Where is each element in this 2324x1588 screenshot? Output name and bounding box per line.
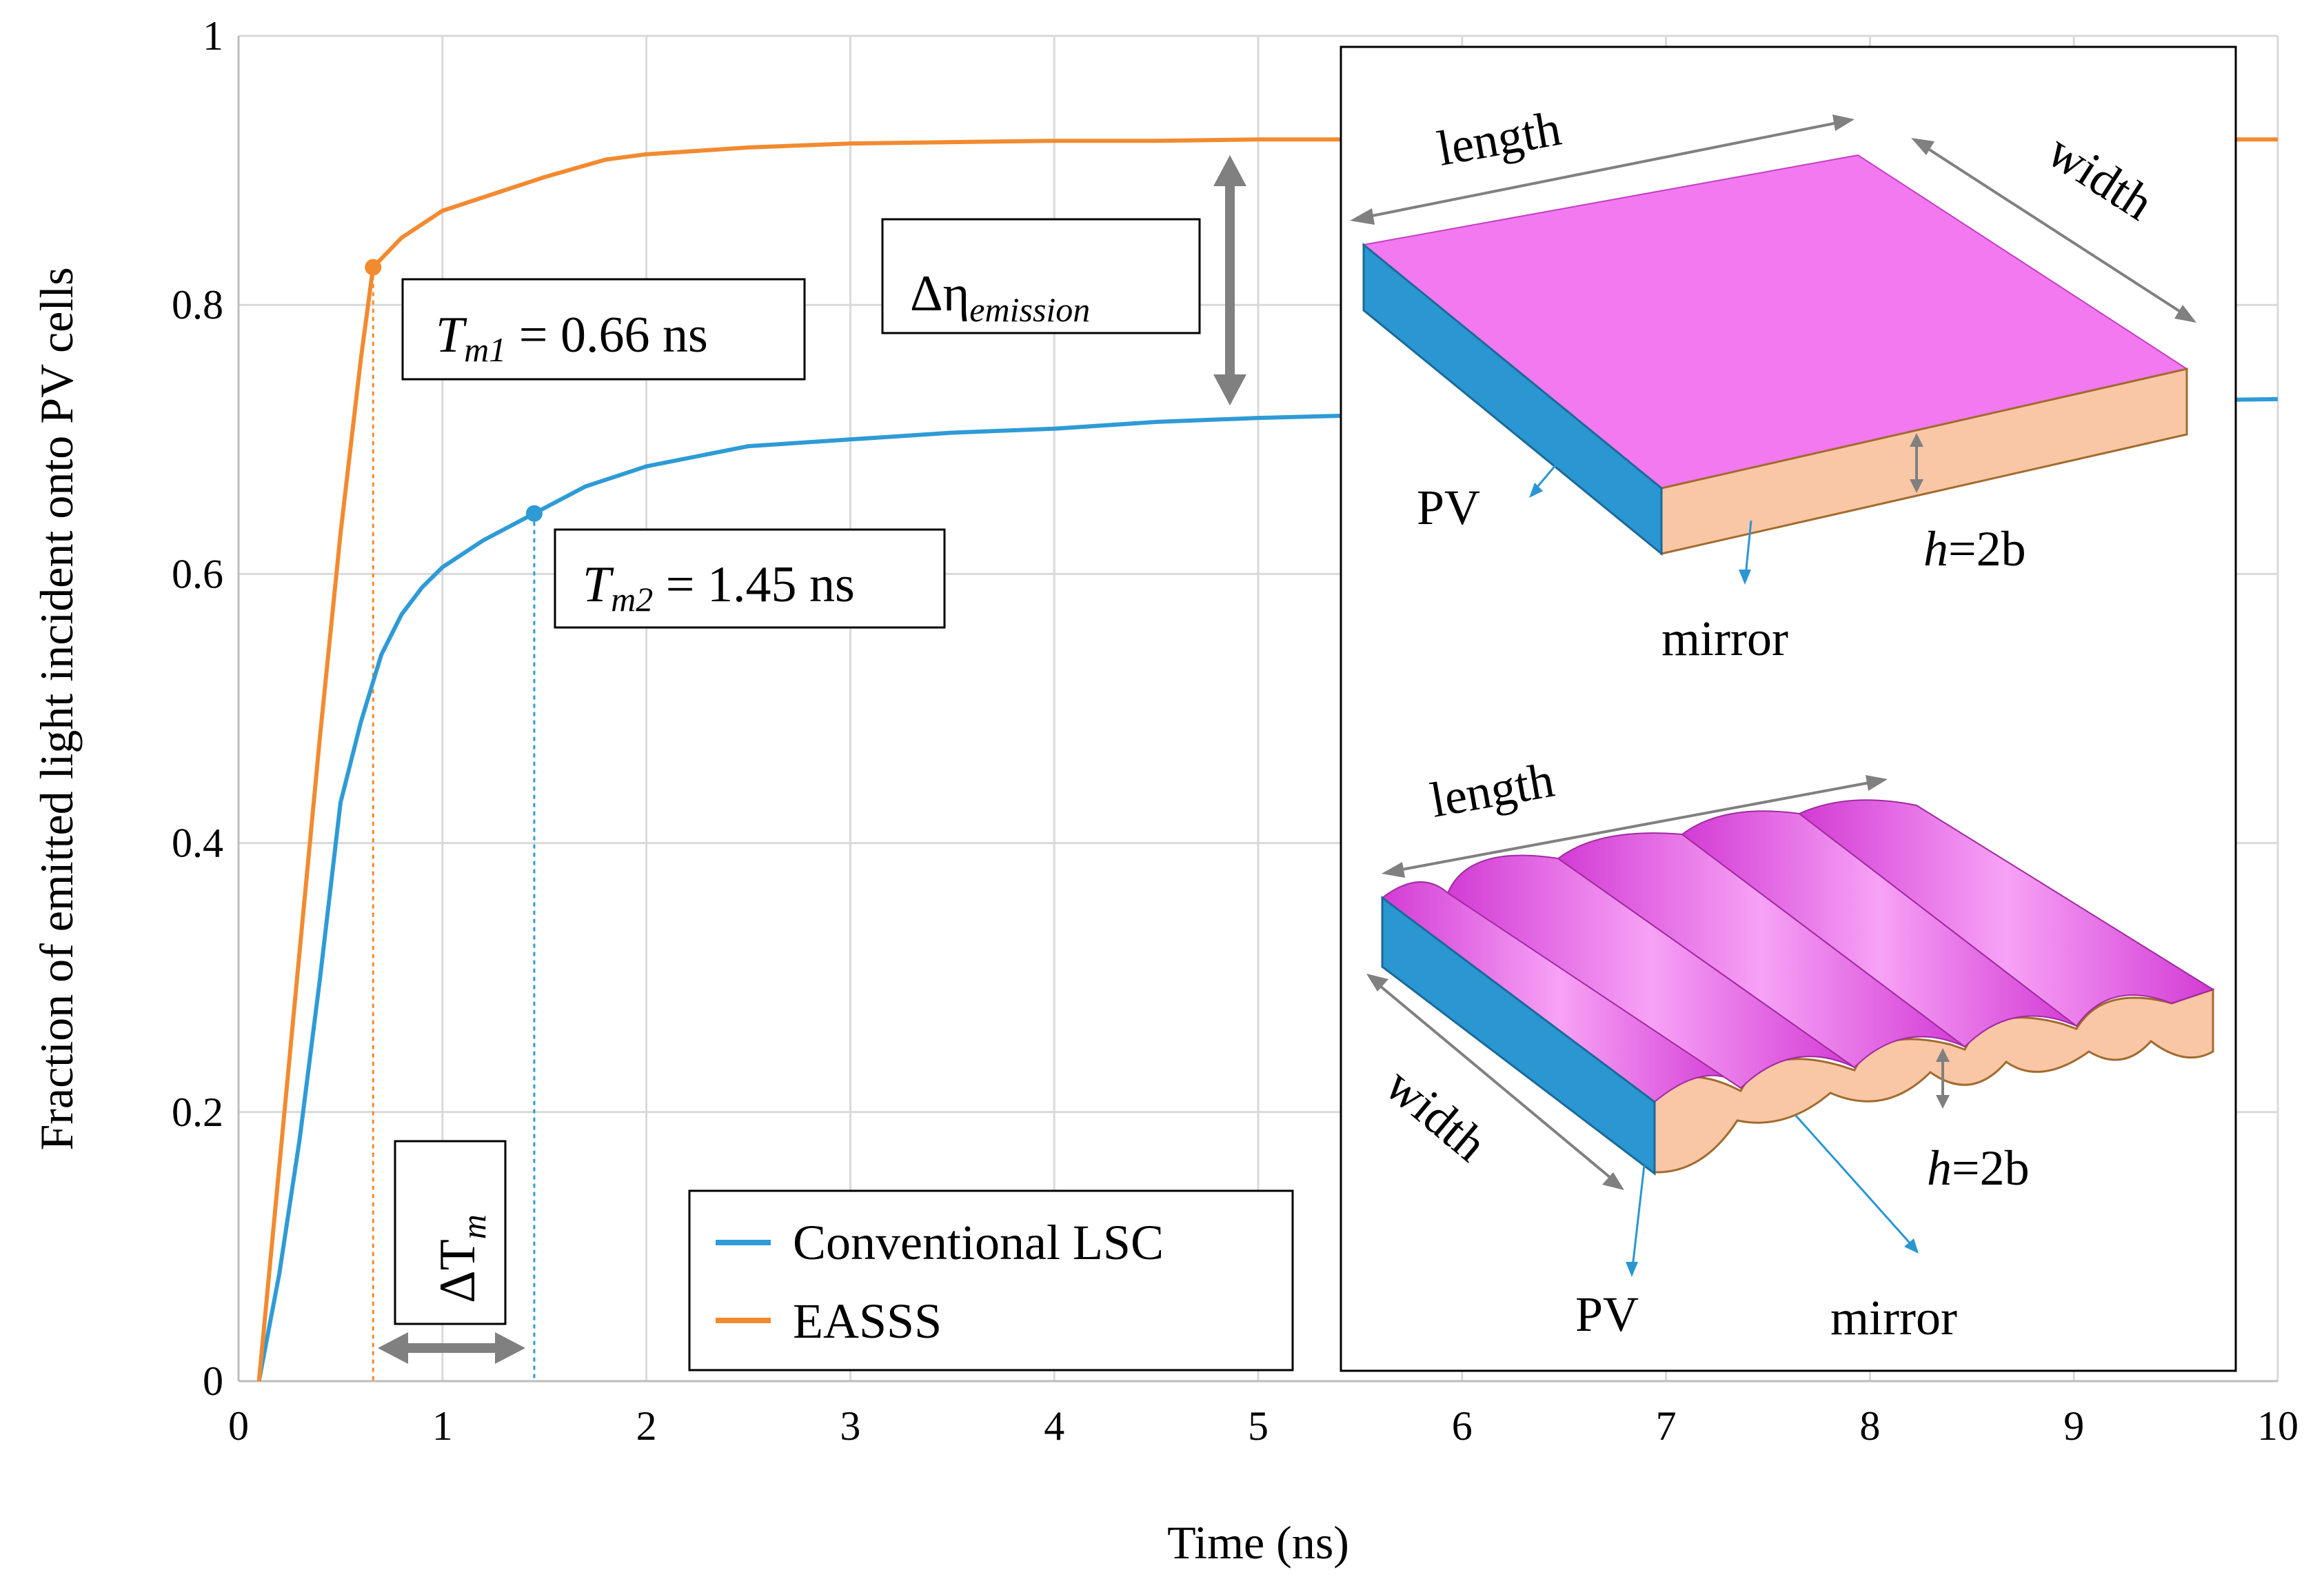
legend: Conventional LSC EASSS	[688, 1189, 1294, 1371]
svg-text:Δηemission: Δηemission	[910, 265, 1090, 329]
inset-diagram: length width h=2b PV mirror	[1340, 46, 2237, 1372]
svg-text:Tm1 = 0.66 ns: Tm1 = 0.66 ns	[436, 307, 708, 369]
x-tick-label: 5	[1248, 1403, 1269, 1449]
x-tick-label: 0	[228, 1403, 249, 1449]
ridged-h-label: h=2b	[1927, 1140, 2030, 1196]
flat-pv-label: PV	[1417, 480, 1480, 535]
tm2-value: = 1.45 ns	[653, 556, 855, 613]
y-tick-label: 0.8	[172, 282, 223, 328]
x-tick-label: 6	[1452, 1403, 1473, 1449]
tm1-symbol: T	[436, 307, 467, 363]
delta-tm-symbol: ΔT	[430, 1239, 486, 1303]
marker-point	[525, 505, 543, 522]
x-tick-label: 1	[432, 1403, 453, 1449]
marker-point	[365, 259, 382, 276]
ridged-pv-label: PV	[1575, 1287, 1639, 1342]
svg-text:Tm2 = 1.45 ns: Tm2 = 1.45 ns	[583, 556, 855, 619]
y-tick-label: 0.4	[172, 821, 223, 866]
tm2-annotation: Tm2 = 1.45 ns	[554, 528, 946, 629]
y-tick-label: 0.2	[172, 1089, 223, 1135]
y-tick-label: 0	[203, 1358, 223, 1404]
tm2-symbol: T	[583, 556, 614, 613]
flat-mirror-label: mirror	[1661, 611, 1788, 666]
y-axis-title: Fraction of emitted light incident onto …	[30, 267, 83, 1150]
svg-text:ΔTm: ΔTm	[430, 1214, 493, 1303]
tm1-annotation: Tm1 = 0.66 ns	[401, 278, 806, 381]
x-tick-label: 2	[636, 1403, 657, 1449]
delta-eta-subscript: emission	[969, 290, 1090, 329]
delta-tm-annotation: ΔTm	[378, 1140, 525, 1364]
tm1-subscript: m1	[464, 330, 506, 369]
x-tick-label: 7	[1656, 1403, 1677, 1449]
x-tick-label: 3	[840, 1403, 860, 1449]
ridged-mirror-label: mirror	[1830, 1290, 1957, 1345]
x-axis-title: Time (ns)	[1167, 1516, 1349, 1569]
y-tick-label: 1	[203, 13, 223, 59]
y-tick-labels: 0 0.2 0.4 0.6 0.8 1	[172, 13, 223, 1404]
delta-eta-symbol: Δη	[910, 265, 969, 322]
y-tick-label: 0.6	[172, 551, 223, 596]
x-tick-label: 4	[1044, 1403, 1064, 1449]
delta-eta-annotation: Δηemission	[881, 155, 1246, 405]
legend-label-conventional: Conventional LSC	[793, 1215, 1164, 1270]
x-tick-labels: 0 1 2 3 4 5 6 7 8 9 10	[228, 1403, 2298, 1449]
x-tick-label: 8	[1859, 1403, 1880, 1449]
tm2-subscript: m2	[611, 580, 653, 619]
x-tick-label: 9	[2063, 1403, 2084, 1449]
tm1-value: = 0.66 ns	[506, 307, 708, 363]
legend-label-easss: EASSS	[793, 1294, 942, 1349]
flat-h-label: h=2b	[1923, 521, 2026, 576]
delta-tm-subscript: m	[454, 1214, 493, 1239]
x-tick-label: 10	[2257, 1403, 2298, 1449]
